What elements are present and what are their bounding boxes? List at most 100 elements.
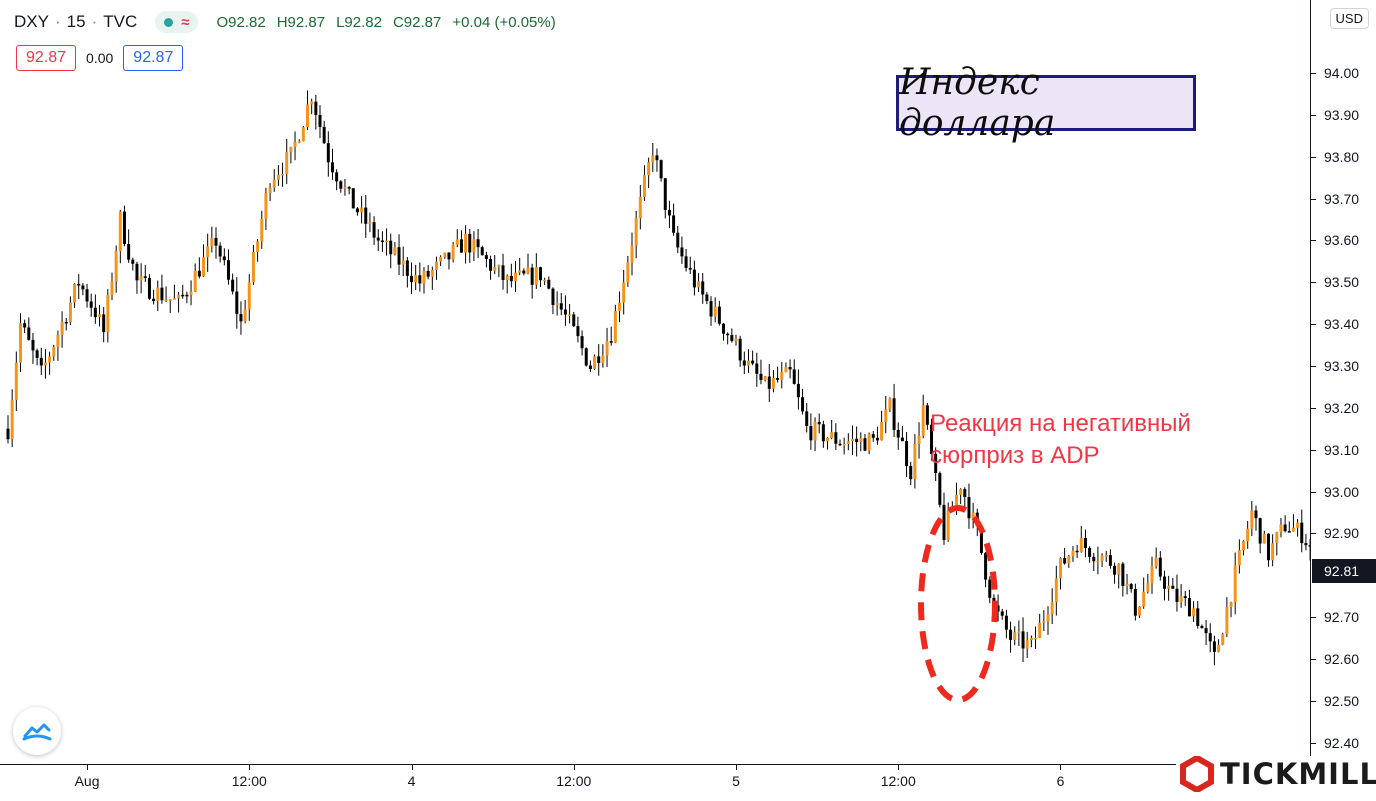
candle (846, 433, 850, 451)
candle-body-up (1038, 622, 1042, 638)
candle-body-down (214, 237, 218, 246)
candle (152, 289, 156, 305)
candle-body-down (389, 240, 393, 255)
candle-body-down (1083, 537, 1087, 548)
candle-body-down (93, 307, 97, 318)
candle-body-down (35, 350, 39, 358)
candle (759, 359, 763, 385)
candle (1167, 575, 1171, 601)
candle-body-up (514, 272, 518, 282)
candle (14, 351, 18, 411)
candle (942, 492, 946, 545)
candle-body-down (1009, 629, 1013, 640)
candle-body-up (1100, 555, 1104, 561)
price-tick-label: 94.00 (1324, 65, 1360, 81)
candle (1225, 597, 1229, 638)
candle-body-down (871, 434, 875, 438)
candle (518, 258, 522, 276)
tradingview-logo-icon[interactable] (13, 707, 61, 755)
candle (385, 228, 389, 256)
candle (726, 332, 730, 345)
candle (963, 487, 967, 510)
candle-body-down (1063, 558, 1067, 564)
candle (1129, 583, 1133, 593)
candle-body-up (455, 239, 459, 245)
candle-body-up (247, 282, 251, 310)
candle-body-down (1204, 628, 1208, 634)
time-tick-label: Aug (74, 773, 100, 789)
candle-body-down (663, 178, 667, 210)
candle (705, 292, 709, 305)
candle (48, 351, 52, 375)
bid-price-box[interactable]: 92.87 (16, 45, 77, 71)
candle-body-up (264, 193, 268, 220)
price-tick-label: 93.50 (1324, 274, 1360, 291)
candle (676, 226, 680, 254)
candlestick-chart[interactable] (0, 0, 1310, 764)
candle-body-down (938, 472, 942, 505)
candle (418, 262, 422, 292)
candle (1154, 547, 1158, 569)
market-status-pill[interactable]: ≈ (155, 11, 199, 33)
candle-body-up (622, 282, 626, 303)
candle-body-up (193, 270, 197, 292)
candle (647, 157, 651, 188)
candle (268, 183, 272, 202)
currency-button[interactable]: USD (1329, 8, 1369, 29)
candle-body-down (1304, 543, 1308, 546)
candle (626, 255, 630, 287)
candle-body-down (588, 365, 592, 370)
candle (489, 255, 493, 280)
candle-body-down (767, 376, 771, 389)
time-tick-label: 12:00 (231, 773, 267, 789)
candle (613, 304, 617, 344)
candle-body-up (1042, 621, 1046, 623)
candle (1108, 549, 1112, 569)
candle (559, 292, 563, 316)
candle-body-up (43, 362, 47, 366)
candle (821, 420, 825, 448)
candle (1204, 619, 1208, 645)
candle (93, 294, 97, 324)
candle-body-down (339, 181, 343, 189)
candle (996, 594, 1000, 622)
candle (1046, 606, 1050, 635)
ask-price-box[interactable]: 92.87 (123, 45, 184, 71)
candle-body-up (605, 341, 609, 356)
time-axis[interactable]: Aug 12:00 4 12:00 5 12:00 6 (0, 764, 1310, 801)
candle-body-up (1138, 606, 1142, 616)
candle (306, 90, 310, 131)
candle-body-up (1054, 578, 1058, 603)
candle-body-down (759, 373, 763, 380)
symbol-name[interactable]: DXY (14, 12, 49, 31)
candle (1146, 574, 1150, 594)
candle-body-down (397, 247, 401, 265)
candle-body-up (439, 256, 443, 262)
candle-body-down (984, 552, 988, 580)
candle (692, 260, 696, 296)
candle (971, 502, 975, 529)
candle (468, 229, 472, 263)
price-tick-label: 92.50 (1324, 692, 1360, 709)
candle (751, 350, 755, 366)
candle (738, 335, 742, 367)
candle (251, 244, 255, 286)
candle-body-up (1217, 644, 1221, 652)
price-tick-label: 92.60 (1324, 650, 1360, 667)
candle (389, 233, 393, 269)
candle-body-up (780, 371, 784, 380)
candle-body-up (268, 187, 272, 194)
candle-body-up (888, 398, 892, 410)
candle-body-up (959, 489, 963, 495)
source-label[interactable]: TVC (103, 12, 138, 31)
candle-body-up (1125, 583, 1129, 586)
candle-body-down (796, 383, 800, 398)
candle-body-down (909, 466, 913, 480)
interval-label[interactable]: 15 (66, 12, 86, 31)
candle-body-up (164, 299, 168, 302)
candle-body-up (651, 155, 655, 163)
price-tick-mark (1311, 658, 1316, 660)
candle (746, 349, 750, 373)
candle-body-down (684, 256, 688, 268)
price-axis[interactable]: USD 94.00 93.90 93.80 93.70 93.60 93.50 93.40 9… (1310, 0, 1376, 764)
